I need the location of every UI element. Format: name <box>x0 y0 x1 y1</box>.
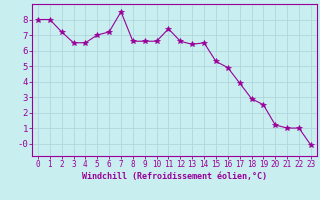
X-axis label: Windchill (Refroidissement éolien,°C): Windchill (Refroidissement éolien,°C) <box>82 172 267 181</box>
